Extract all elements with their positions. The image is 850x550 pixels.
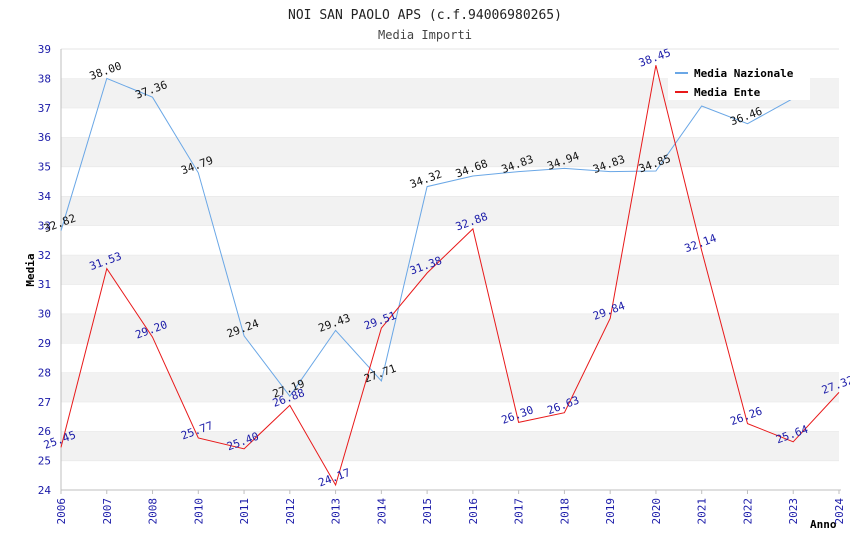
x-tick-label: 2012 [284,498,297,525]
x-tick-label: 2020 [650,498,663,525]
grid-band [61,137,839,167]
grid-band [61,225,839,255]
y-tick-label: 32 [38,249,51,262]
x-tick-label: 2006 [55,498,68,525]
grid-band [61,107,839,138]
x-tick-label: 2015 [421,498,434,525]
chart-title: NOI SAN PAOLO APS (c.f.94006980265) [288,8,562,23]
y-tick-label: 37 [38,102,51,115]
grid-band [61,196,839,226]
x-tick-label: 2023 [787,498,800,525]
legend-entry: Media Ente [694,86,761,99]
y-tick-label: 38 [38,72,51,85]
grid-band [61,460,839,490]
y-axis-label: Media [24,253,37,286]
x-axis-label: Anno [810,518,837,531]
x-tick-label: 2016 [467,498,480,525]
y-tick-label: 30 [38,308,51,321]
x-tick-label: 2024 [833,498,846,525]
legend-background [668,60,810,100]
grid-band [61,343,839,373]
y-axis-ticks: 24 25 26 27 28 29 30 31 32 33 34 35 36 37 38 39 [38,43,52,497]
y-tick-label: 24 [38,484,52,497]
y-tick-label: 31 [38,278,51,291]
y-tick-label: 33 [38,219,51,232]
x-tick-label: 2017 [513,498,526,525]
grid-band [61,313,839,343]
grid-band [61,401,839,432]
x-tick-label: 2013 [330,498,343,525]
x-tick-label: 2014 [375,498,388,525]
grid-band [61,284,839,314]
grid-bands [61,48,839,490]
grid-band [61,431,839,461]
x-tick-label: 2011 [238,498,251,525]
y-tick-label: 39 [38,43,51,56]
y-tick-label: 34 [38,190,52,203]
x-tick-label: 2010 [192,498,205,525]
grid-band [61,254,839,285]
series-line-ente [60,65,840,487]
legend: Media Nazionale Media Ente [668,60,810,100]
x-tick-label: 2019 [604,498,617,525]
x-tick-label: 2018 [558,498,571,525]
y-tick-label: 35 [38,161,51,174]
grid-band [61,372,839,402]
y-tick-label: 26 [38,425,51,438]
chart-subtitle: Media Importi [378,28,472,42]
series-lines [60,65,840,487]
y-tick-label: 27 [38,396,51,409]
x-tick-label: 2008 [147,498,160,525]
x-tick-label: 2021 [696,498,709,525]
x-tick-label: 2007 [101,498,114,525]
y-tick-label: 36 [38,131,51,144]
y-tick-label: 28 [38,366,51,379]
y-tick-label: 25 [38,455,51,468]
y-tick-label: 29 [38,337,51,350]
legend-entry: Media Nazionale [694,67,794,80]
x-axis-ticks: 2006 2007 2008 2010 2011 2012 2013 2014 2015 2016… [55,490,846,525]
series-line-nazionale [60,77,794,398]
x-tick-label: 2022 [741,498,754,525]
